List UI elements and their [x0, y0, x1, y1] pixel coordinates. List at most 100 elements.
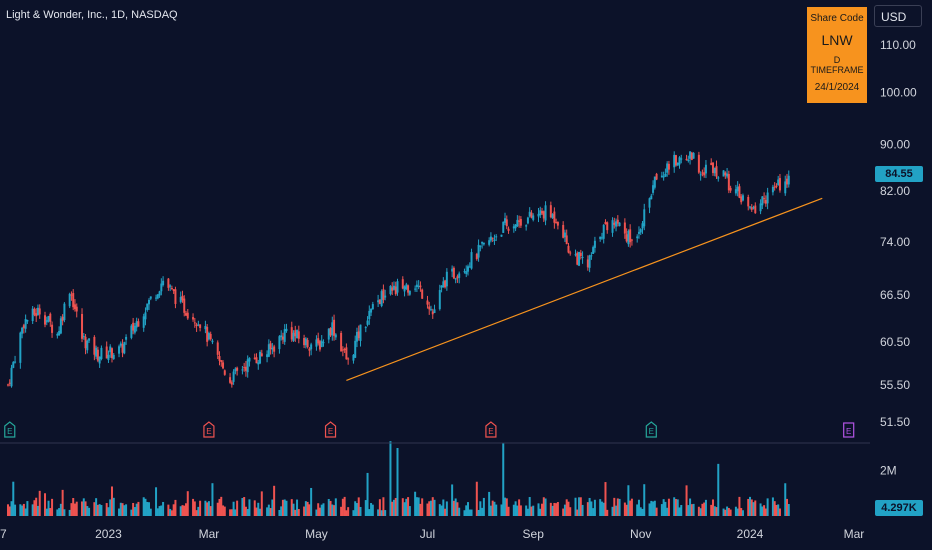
candle-body [738, 186, 741, 198]
candle-body [283, 329, 286, 342]
candle-body [378, 299, 381, 304]
volume-bar [678, 507, 681, 516]
candle-body [740, 196, 743, 203]
candle-body [429, 309, 432, 311]
volume-bar [366, 472, 369, 516]
volume-bar [750, 499, 753, 516]
candle-body [763, 198, 766, 200]
candle-body [673, 154, 676, 168]
volume-bar [10, 501, 13, 516]
candle-body [334, 334, 337, 338]
candle-body [495, 236, 498, 238]
price-tick-label: 60.50 [880, 335, 910, 349]
volume-bar [722, 508, 725, 516]
earnings-marker[interactable]: E [843, 422, 855, 438]
candle-body [562, 224, 565, 238]
volume-bar [764, 508, 767, 516]
volume-bar [778, 508, 781, 516]
candle-body [526, 217, 529, 224]
candle-body [528, 211, 531, 217]
earnings-marker[interactable]: E [485, 421, 497, 438]
candle-body [563, 232, 566, 238]
candle-body [170, 288, 173, 290]
volume-bar [417, 497, 420, 516]
earnings-marker[interactable]: E [203, 421, 215, 438]
candle-body [260, 353, 263, 357]
volume-bar [639, 507, 642, 516]
earnings-marker[interactable]: E [324, 421, 337, 438]
volume-bar [329, 500, 332, 516]
candle-body [236, 367, 239, 371]
candle-body [600, 237, 603, 239]
candle-body [389, 285, 392, 295]
earnings-marker[interactable]: E [645, 421, 657, 438]
volume-bar [452, 500, 455, 516]
candle-body [142, 316, 145, 328]
candle-body [183, 298, 186, 313]
volume-bar [468, 509, 471, 516]
candle-body [45, 320, 48, 323]
volume-bar [308, 504, 311, 516]
candle-body [689, 151, 692, 159]
volume-bar [667, 498, 670, 516]
candle-body [19, 332, 22, 363]
volume-bar [174, 499, 177, 516]
candle-body [660, 175, 663, 178]
volume-bar [787, 504, 790, 516]
volume-bar [495, 504, 498, 516]
volume-bar [502, 443, 505, 516]
candle-body [207, 333, 210, 340]
volume-bar [377, 509, 380, 516]
candle-body [771, 186, 774, 193]
volume-bar [687, 505, 690, 516]
candle-body [216, 342, 219, 355]
volume-bar [653, 500, 656, 516]
candle-body [320, 340, 323, 348]
volume-bar [241, 498, 244, 516]
volume-bar [278, 509, 281, 516]
candle-body [255, 357, 258, 364]
candle-body [81, 313, 84, 339]
volume-bar [156, 508, 159, 516]
price-tick-label: 82.00 [880, 184, 910, 198]
volume-bar [600, 501, 603, 516]
candle-body [666, 163, 669, 173]
candle-body [169, 285, 172, 287]
candle-body [655, 173, 658, 180]
candle-body [98, 356, 101, 364]
volume-bar [283, 499, 286, 516]
candle-body [581, 256, 584, 259]
candle-body [253, 357, 256, 360]
candle-body [747, 196, 750, 207]
candle-body [56, 333, 59, 336]
support-trendline[interactable] [346, 197, 823, 381]
volume-bar [516, 505, 519, 516]
candle-body [593, 240, 596, 248]
earnings-marker[interactable]: E [4, 421, 16, 438]
volume-bar [135, 503, 138, 516]
candle-body [26, 319, 29, 322]
candle-body [674, 155, 677, 166]
candle-body [86, 340, 89, 351]
candle-body [717, 177, 720, 179]
candle-body [662, 176, 665, 178]
candle-body [243, 367, 246, 369]
candle-body [440, 285, 443, 288]
currency-selector[interactable]: USD [874, 5, 922, 27]
candle-body [209, 333, 212, 340]
volume-bar [703, 502, 706, 516]
volume-bar [414, 491, 417, 516]
candle-body [650, 195, 653, 200]
candle-body [692, 152, 695, 159]
volume-bar [590, 501, 593, 516]
candle-body [38, 308, 41, 315]
candle-body [22, 325, 25, 329]
candle-body [273, 346, 276, 352]
candle-body [421, 289, 424, 299]
share-code-box: Share Code LNW D TIMEFRAME 24/1/2024 [807, 7, 867, 103]
candle-body [514, 224, 517, 229]
timeframe-label: D TIMEFRAME [810, 55, 864, 75]
candle-body [465, 271, 468, 274]
candle-body [787, 175, 790, 185]
